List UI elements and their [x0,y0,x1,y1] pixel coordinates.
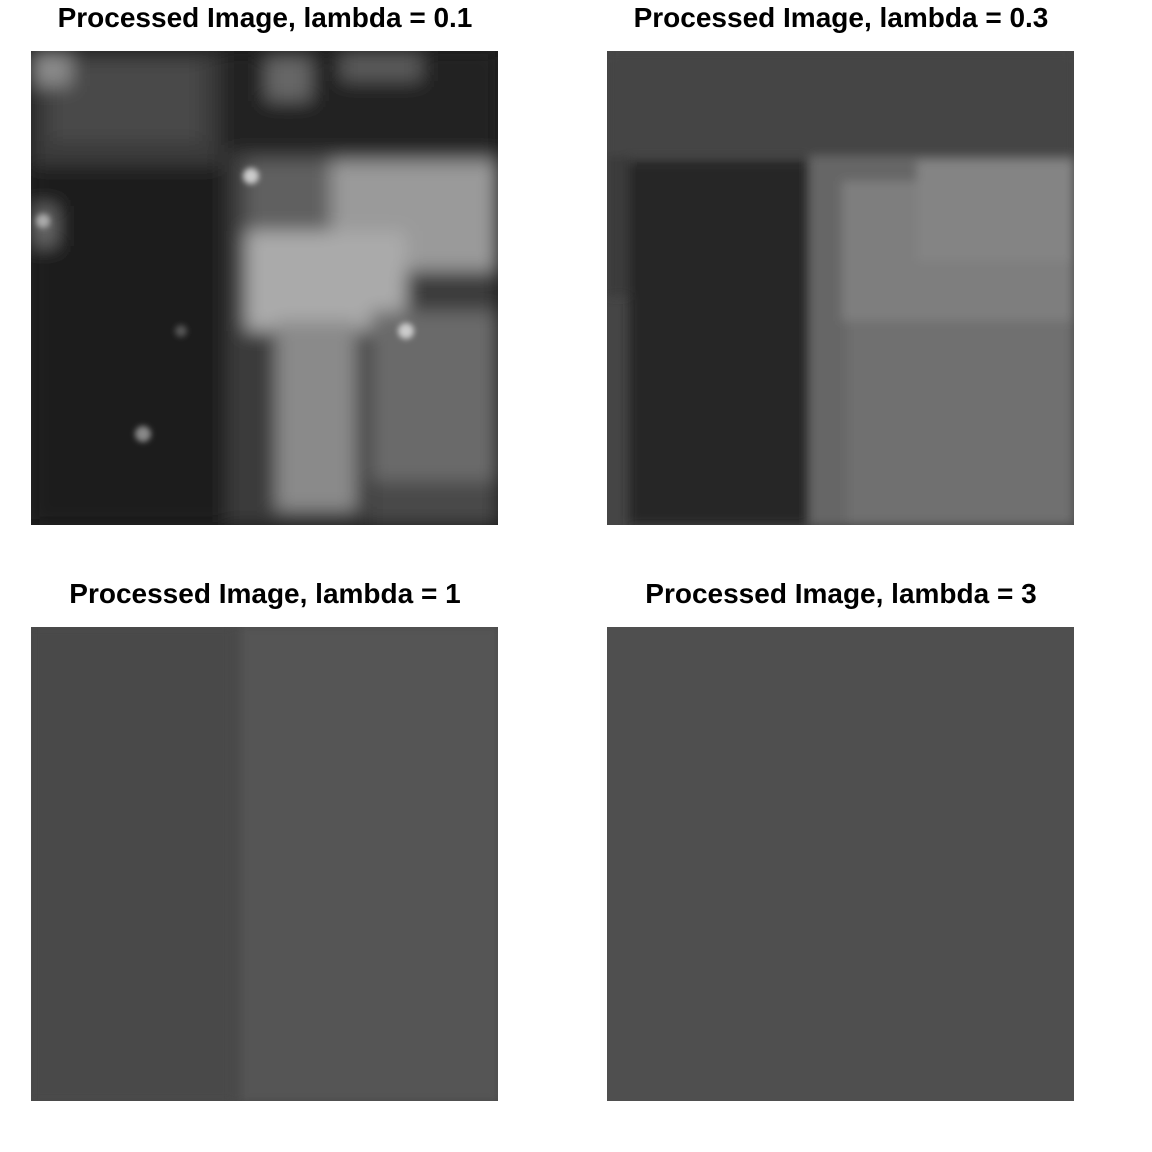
processed-image-lambda-1 [31,627,498,1101]
panel-lambda-3: Processed Image, lambda = 3 [576,576,1152,1152]
panel-title: Processed Image, lambda = 3 [645,578,1037,609]
panel-lambda-0-1: Processed Image, lambda = 0.1 [0,0,576,576]
processed-image-lambda-3 [607,627,1074,1101]
panel-title: Processed Image, lambda = 1 [69,578,461,609]
panel-lambda-0-3: Processed Image, lambda = 0.3 [576,0,1152,576]
panel-title: Processed Image, lambda = 0.1 [57,2,473,33]
processed-image-lambda-0-3 [607,51,1074,525]
processed-image-lambda-0-1 [31,51,498,525]
panel-title: Processed Image, lambda = 0.3 [633,2,1049,33]
panel-lambda-1: Processed Image, lambda = 1 [0,576,576,1152]
